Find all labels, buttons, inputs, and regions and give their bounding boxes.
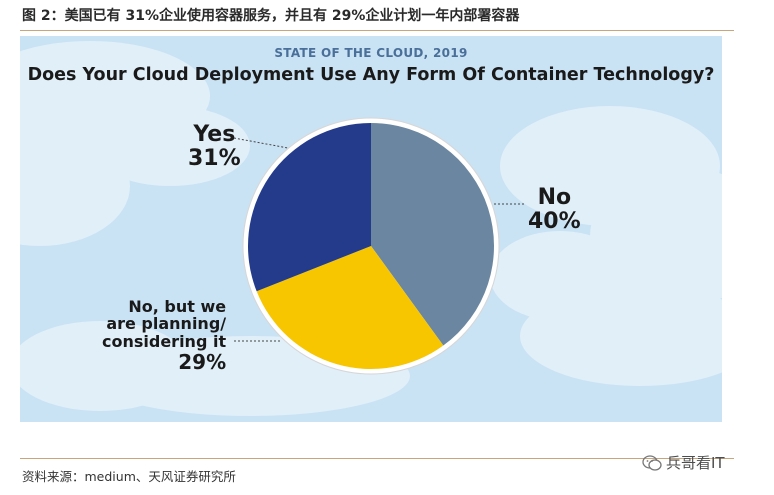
label-yes-percent: 31%: [188, 145, 241, 171]
watermark: 兵哥看IT: [642, 452, 725, 473]
pie-slice-yes: [247, 123, 371, 292]
label-yes-text: Yes: [193, 122, 236, 147]
label-planning: No, but we are planning/ considering it …: [102, 298, 226, 373]
watermark-text: 兵哥看IT: [666, 454, 725, 472]
leader-line-yes: [233, 137, 289, 149]
pie-chart: [233, 117, 524, 375]
label-yes: Yes 31%: [188, 123, 241, 171]
wechat-icon: [642, 454, 662, 471]
chart-panel: STATE OF THE CLOUD, 2019 Does Your Cloud…: [20, 36, 722, 422]
chart-title: Does Your Cloud Deployment Use Any Form …: [27, 65, 715, 85]
label-planning-line-3: considering it: [102, 331, 227, 351]
label-no-percent: 40%: [528, 208, 581, 234]
bottom-rule: [20, 458, 734, 459]
pie-slice-planning: [256, 246, 444, 369]
source-note: 资料来源：medium、天风证券研究所: [22, 469, 236, 484]
top-rule: [20, 30, 734, 31]
label-planning-line-2: are planning/: [106, 314, 227, 334]
label-planning-percent: 29%: [178, 349, 227, 374]
chart-subtitle: STATE OF THE CLOUD, 2019: [274, 46, 468, 60]
label-planning-line-1: No, but we: [128, 297, 227, 316]
figure-title: 图 2：美国已有 31%企业使用容器服务，并且有 29%企业计划一年内部署容器: [22, 8, 520, 24]
label-no: No 40%: [528, 186, 581, 234]
label-no-text: No: [537, 185, 572, 210]
pie-slice-no: [371, 123, 494, 346]
